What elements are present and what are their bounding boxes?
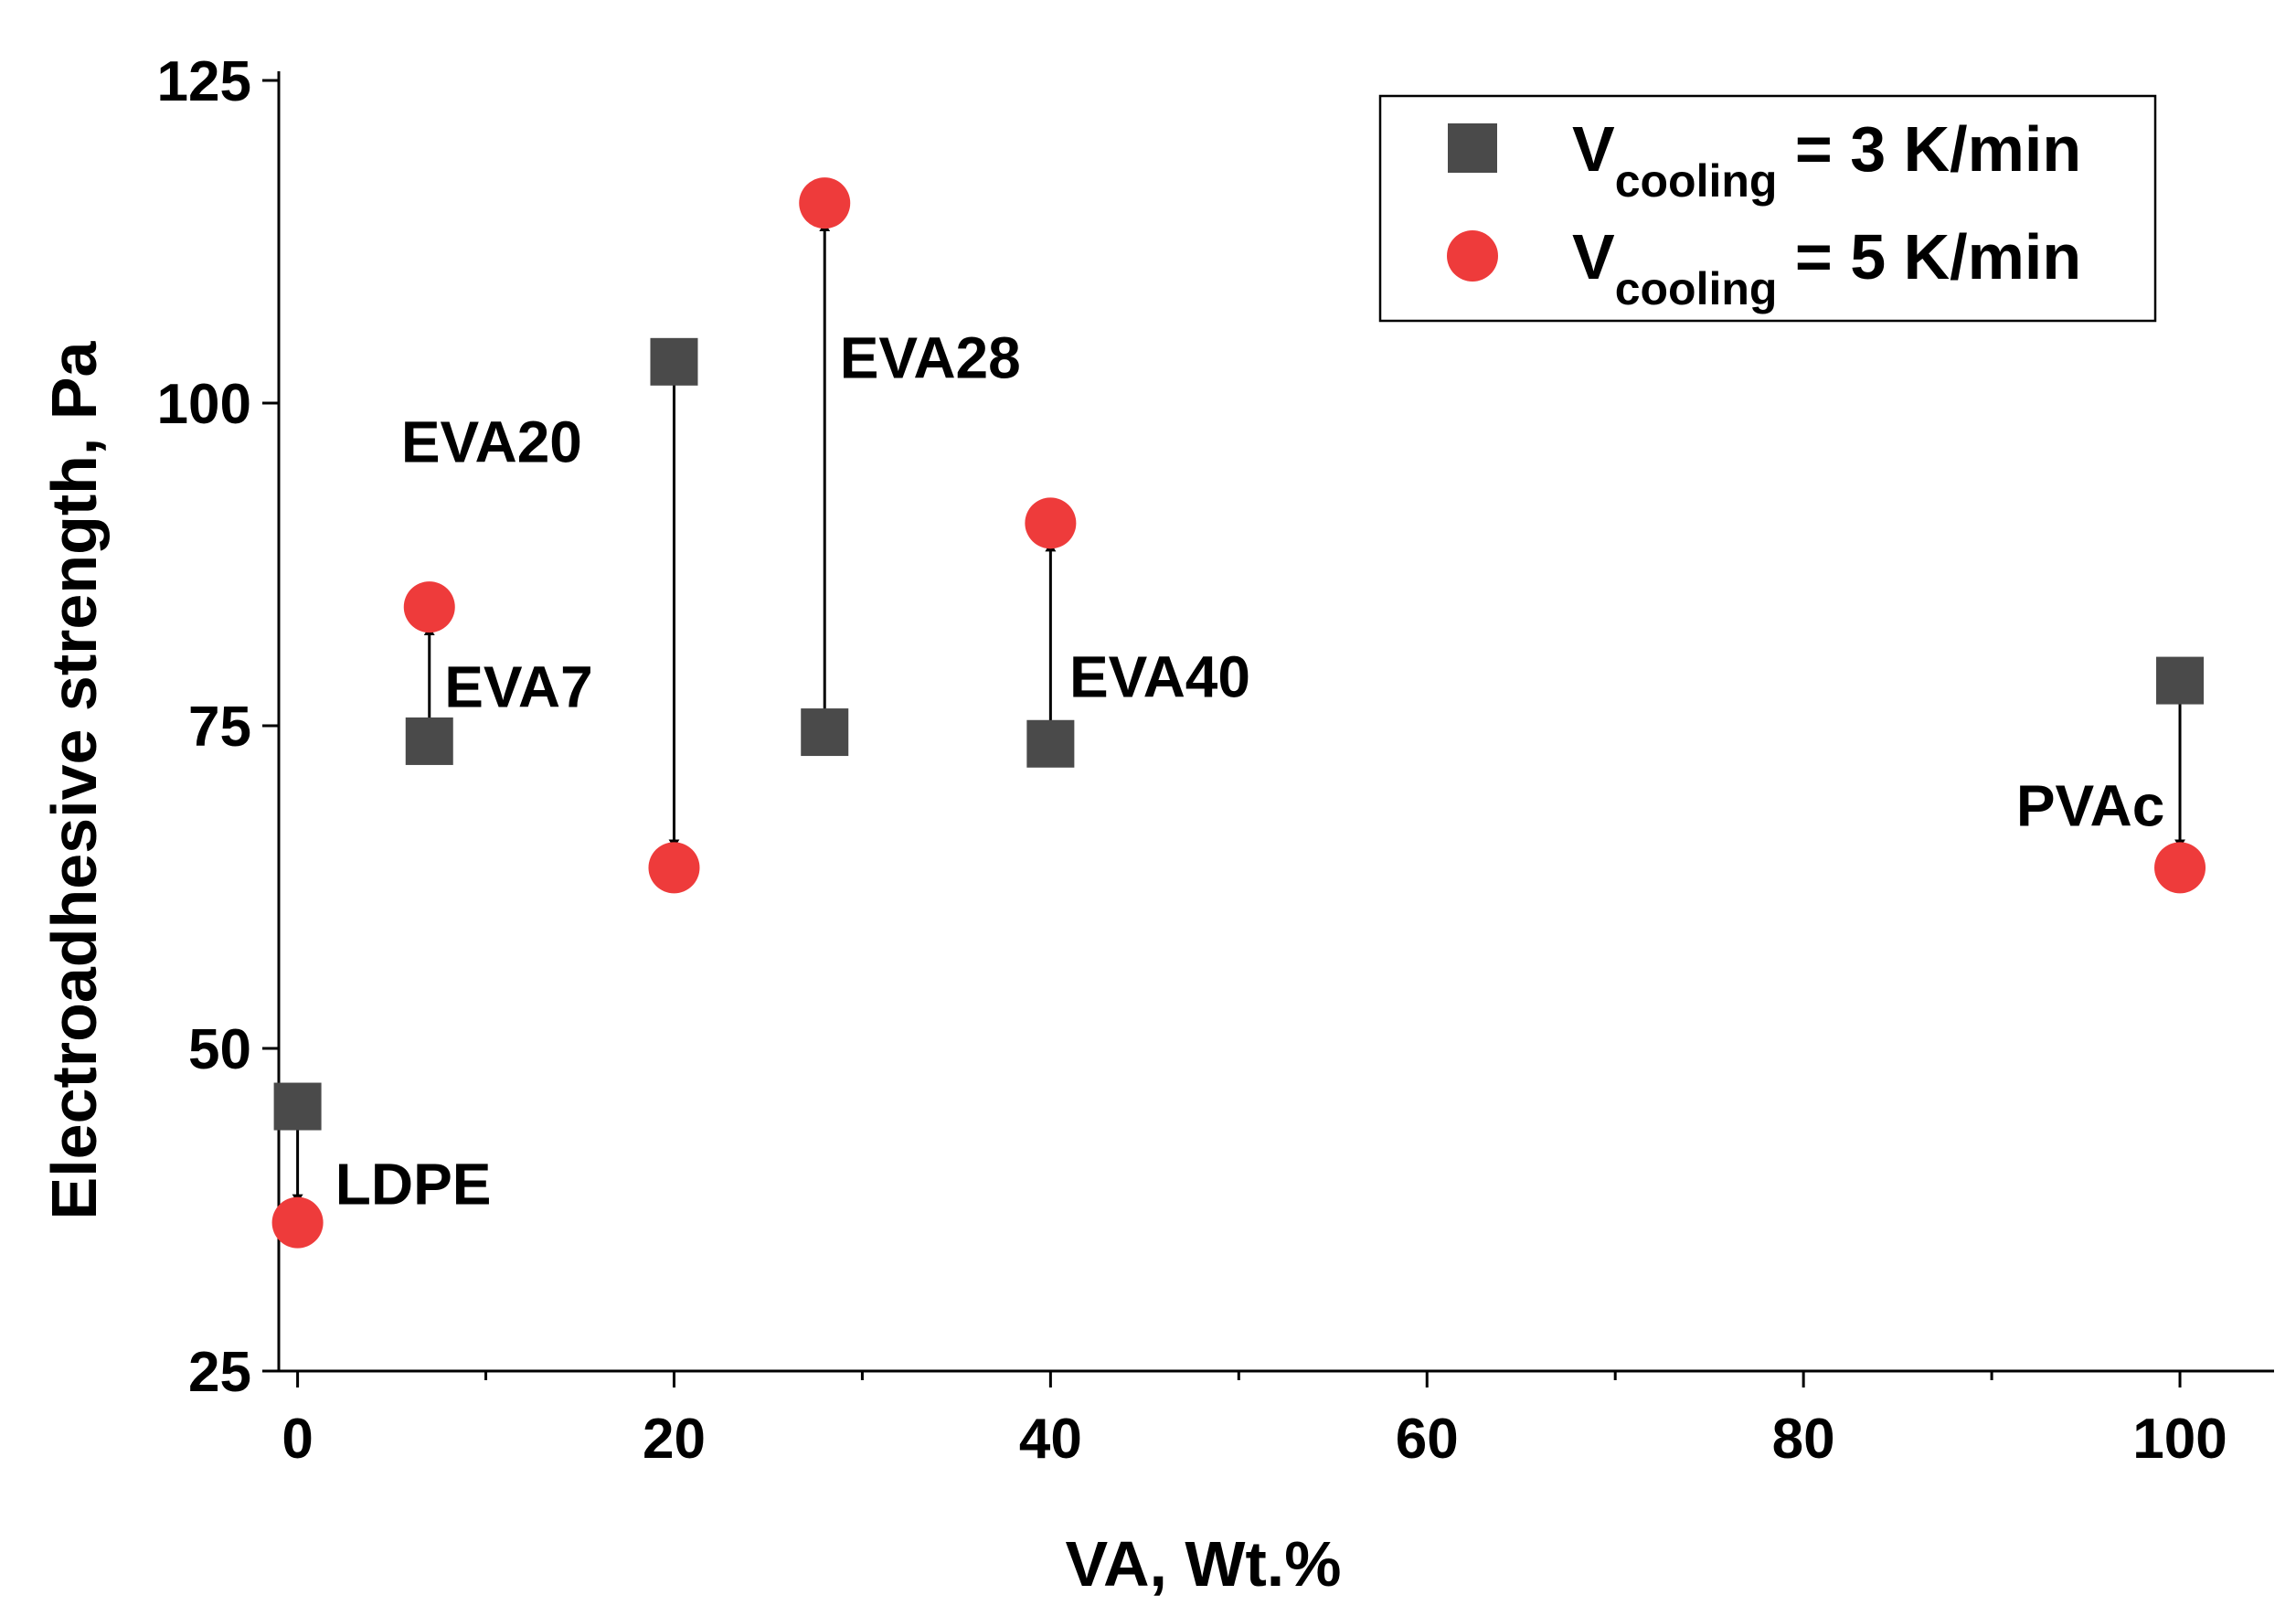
annotation-label: EVA7 [444, 654, 592, 720]
square-point-3k [273, 1082, 322, 1131]
square-point-3k [405, 717, 453, 765]
x-axis-title: VA, Wt.% [1065, 1528, 1341, 1600]
y-axis-title: Electroadhesive strength, Pa [38, 340, 110, 1219]
y-tick-label: 125 [157, 50, 251, 113]
circle-point-5k [648, 842, 700, 894]
y-tick-label: 75 [188, 696, 251, 759]
circle-point-5k [1025, 497, 1077, 549]
legend-label-rest: = 5 K/min [1777, 221, 2081, 292]
annotation-label: EVA28 [840, 325, 1021, 391]
x-tick-label: 80 [1772, 1408, 1835, 1471]
square-point-3k [2156, 656, 2205, 705]
legend-label-main: V [1572, 221, 1615, 292]
y-tick-label: 25 [188, 1341, 251, 1404]
circle-point-5k [799, 177, 851, 229]
square-point-3k [650, 337, 698, 386]
circle-point-5k [271, 1196, 324, 1249]
legend-square-marker [1448, 123, 1497, 173]
change-arrows [292, 222, 2186, 1204]
x-tick-label: 0 [282, 1408, 313, 1471]
x-tick-label: 60 [1396, 1408, 1459, 1471]
legend-label-rest: = 3 K/min [1777, 113, 2081, 185]
legend-circle-marker [1447, 230, 1498, 282]
legend-label-sub: cooling [1615, 155, 1778, 207]
data-points [271, 177, 2206, 1249]
circle-point-5k [403, 581, 455, 633]
x-tick-label: 100 [2132, 1408, 2227, 1471]
legend-label: Vcooling = 5 K/min [1572, 221, 2081, 314]
legend-label: Vcooling = 3 K/min [1572, 113, 2081, 207]
annotation-label: LDPE [335, 1151, 492, 1217]
x-tick-label: 40 [1019, 1408, 1082, 1471]
circle-point-5k [2154, 842, 2206, 894]
legend-label-main: V [1572, 113, 1615, 185]
legend-box [1378, 94, 2157, 323]
square-point-3k [1026, 719, 1075, 768]
annotation-label: EVA20 [401, 409, 582, 474]
y-tick-label: 100 [157, 373, 251, 436]
annotation-label: EVA40 [1069, 643, 1250, 709]
annotation-label: PVAc [2016, 773, 2164, 839]
y-tick-label: 50 [188, 1018, 251, 1081]
square-point-3k [801, 708, 849, 757]
legend-label-sub: cooling [1615, 263, 1778, 314]
axes: 0 20 40 60 80 100 25 50 75 100 125 VA, Wt.% Electroa… [38, 50, 2274, 1600]
annotations: LDPE EVA7 EVA20 EVA28 EVA40 PVAc [335, 325, 2165, 1217]
x-tick-label: 20 [643, 1408, 706, 1471]
